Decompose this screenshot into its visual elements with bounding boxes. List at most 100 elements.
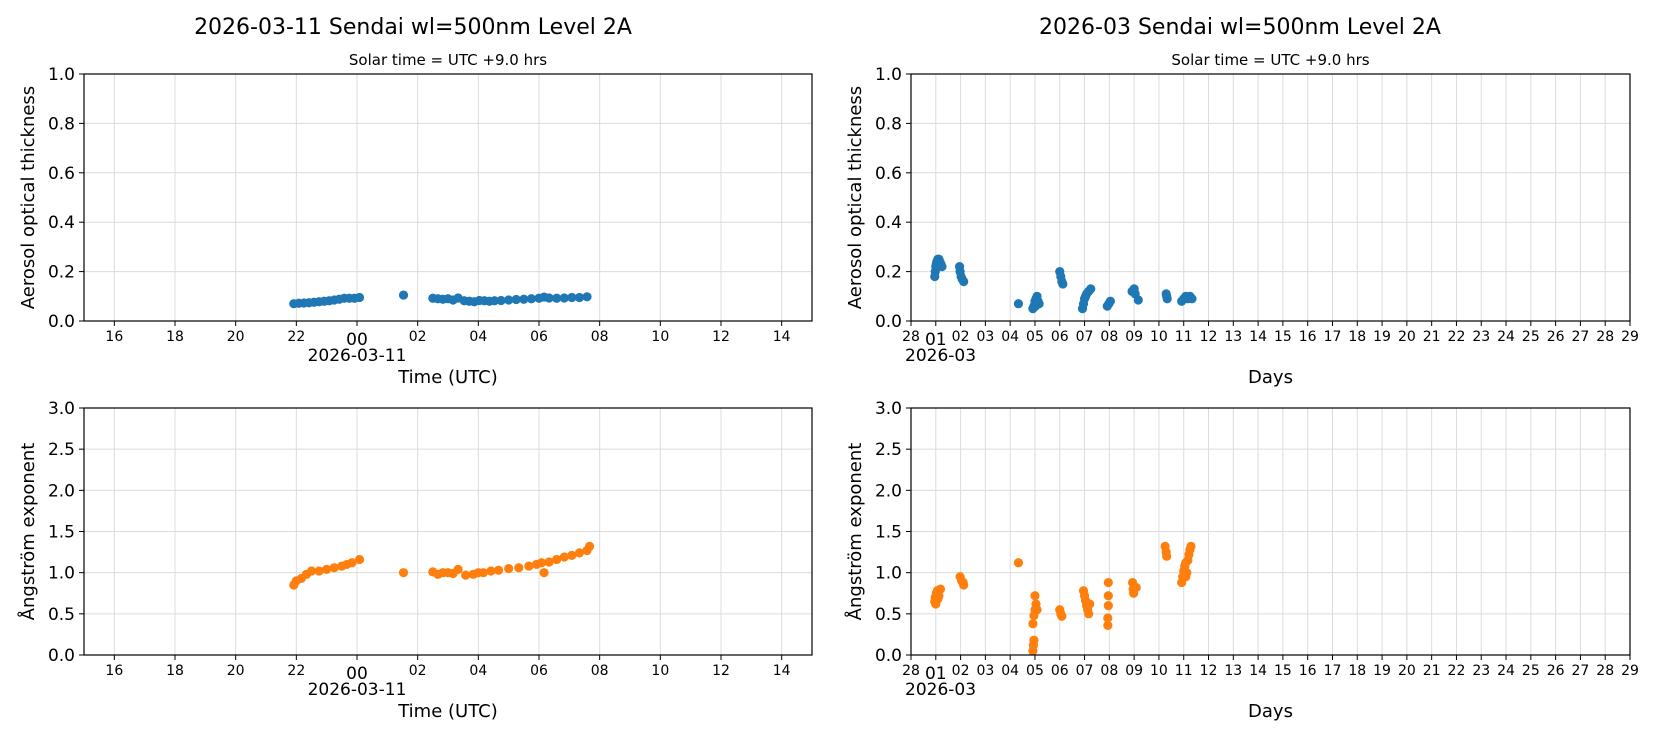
data-point — [544, 557, 554, 567]
data-point — [1030, 591, 1040, 601]
x-tick-label: 20 — [1398, 329, 1416, 345]
y-tick-label: 2.5 — [48, 440, 75, 460]
x-tick-label: 21 — [1423, 663, 1441, 679]
x-tick-label: 24 — [1497, 329, 1515, 345]
x-tick-label: 01 — [925, 330, 947, 350]
data-point — [1133, 295, 1143, 305]
data-point — [1013, 299, 1024, 309]
x-axis-label: Time (UTC) — [397, 367, 498, 388]
data-point — [526, 294, 537, 304]
data-point — [1162, 551, 1172, 561]
x-tick-label: 08 — [591, 663, 609, 679]
y-tick-label: 0.0 — [875, 312, 902, 332]
data-point — [1187, 294, 1197, 304]
data-point — [493, 565, 504, 575]
data-point — [1029, 635, 1039, 645]
x-tick-label: 28 — [1596, 329, 1614, 345]
x-tick-label: 20 — [227, 663, 245, 679]
data-point — [398, 290, 409, 300]
x-tick-label: 18 — [166, 663, 184, 679]
data-point — [347, 558, 357, 568]
y-tick-label: 2.5 — [875, 440, 902, 460]
x-tick-label: 09 — [1125, 663, 1143, 679]
subtitle: Solar time = UTC +9.0 hrs — [349, 51, 547, 69]
x-tick-label: 02 — [409, 329, 427, 345]
data-point — [567, 292, 577, 303]
x-tick-label: 24 — [1497, 663, 1515, 679]
data-point — [574, 292, 585, 303]
y-tick-label: 0.8 — [48, 114, 75, 134]
y-tick-label: 3.0 — [48, 399, 75, 419]
x-tick-label: 17 — [1324, 663, 1342, 679]
data-point — [322, 564, 332, 574]
y-tick-label: 0.5 — [48, 605, 75, 625]
x-tick-label: 08 — [1100, 663, 1118, 679]
x-tick-label: 19 — [1373, 663, 1391, 679]
data-point — [959, 276, 969, 287]
x-tick-label: 27 — [1571, 329, 1589, 345]
y-tick-label: 1.5 — [48, 523, 75, 543]
y-tick-label: 1.0 — [875, 65, 902, 85]
data-point — [1181, 572, 1191, 582]
x-tick-label: 16 — [105, 663, 123, 679]
data-point — [511, 294, 521, 305]
x-tick-label: 22 — [1448, 663, 1466, 679]
x-axis-label: Time (UTC) — [397, 701, 498, 722]
x-tick-label: 16 — [1299, 329, 1317, 345]
data-point — [478, 568, 488, 578]
x-tick-label: 25 — [1522, 663, 1540, 679]
x-tick-label: 17 — [1324, 329, 1342, 345]
y-axis-label: Aerosol optical thickness — [845, 86, 866, 309]
x-tick-label: 07 — [1076, 663, 1094, 679]
x-date-label: 2026-03-11 — [308, 346, 407, 366]
x-tick-label: 04 — [469, 329, 487, 345]
data-point — [329, 563, 339, 573]
y-axis-label: Aerosol optical thickness — [18, 86, 39, 309]
data-point — [1032, 605, 1042, 615]
x-tick-label: 02 — [952, 663, 970, 679]
y-tick-label: 1.5 — [875, 523, 902, 543]
data-point — [1103, 613, 1113, 623]
y-tick-label: 0.2 — [48, 263, 75, 283]
x-tick-label: 11 — [1175, 329, 1193, 345]
x-tick-label: 03 — [976, 329, 994, 345]
data-point — [552, 293, 562, 303]
data-point — [1103, 591, 1113, 601]
y-tick-label: 0.0 — [875, 646, 902, 666]
x-tick-label: 18 — [1348, 329, 1366, 345]
x-tick-label: 03 — [976, 663, 994, 679]
x-date-label: 2026-03 — [905, 346, 976, 366]
daily-title: 2026-03-11 Sendai wl=500nm Level 2A — [194, 15, 632, 40]
data-point — [504, 295, 514, 305]
x-tick-label: 12 — [1200, 663, 1218, 679]
data-point — [1084, 609, 1094, 619]
x-tick-label: 29 — [1621, 329, 1639, 345]
data-point — [935, 584, 946, 594]
data-point — [398, 568, 409, 578]
data-point — [1013, 558, 1024, 568]
data-point — [539, 568, 549, 578]
y-tick-label: 3.0 — [875, 399, 902, 419]
x-tick-label: 06 — [530, 663, 548, 679]
x-tick-label: 22 — [287, 663, 305, 679]
data-point — [306, 566, 317, 576]
x-tick-label: 16 — [1299, 663, 1317, 679]
x-date-label: 2026-03 — [905, 680, 976, 700]
x-tick-label: 18 — [166, 329, 184, 345]
data-point — [559, 293, 569, 303]
x-tick-label: 13 — [1224, 329, 1242, 345]
x-tick-label: 20 — [227, 329, 245, 345]
x-tick-label: 20 — [1398, 663, 1416, 679]
x-tick-label: 12 — [712, 329, 730, 345]
data-point — [524, 561, 534, 571]
y-tick-label: 0.4 — [48, 213, 75, 233]
x-tick-label: 10 — [651, 663, 669, 679]
y-tick-label: 2.0 — [875, 481, 902, 501]
x-tick-label: 19 — [1373, 329, 1391, 345]
subtitle: Solar time = UTC +9.0 hrs — [1171, 51, 1369, 69]
y-tick-label: 1.0 — [875, 564, 902, 584]
x-tick-label: 22 — [1448, 329, 1466, 345]
x-tick-label: 25 — [1522, 329, 1540, 345]
x-tick-label: 22 — [287, 329, 305, 345]
